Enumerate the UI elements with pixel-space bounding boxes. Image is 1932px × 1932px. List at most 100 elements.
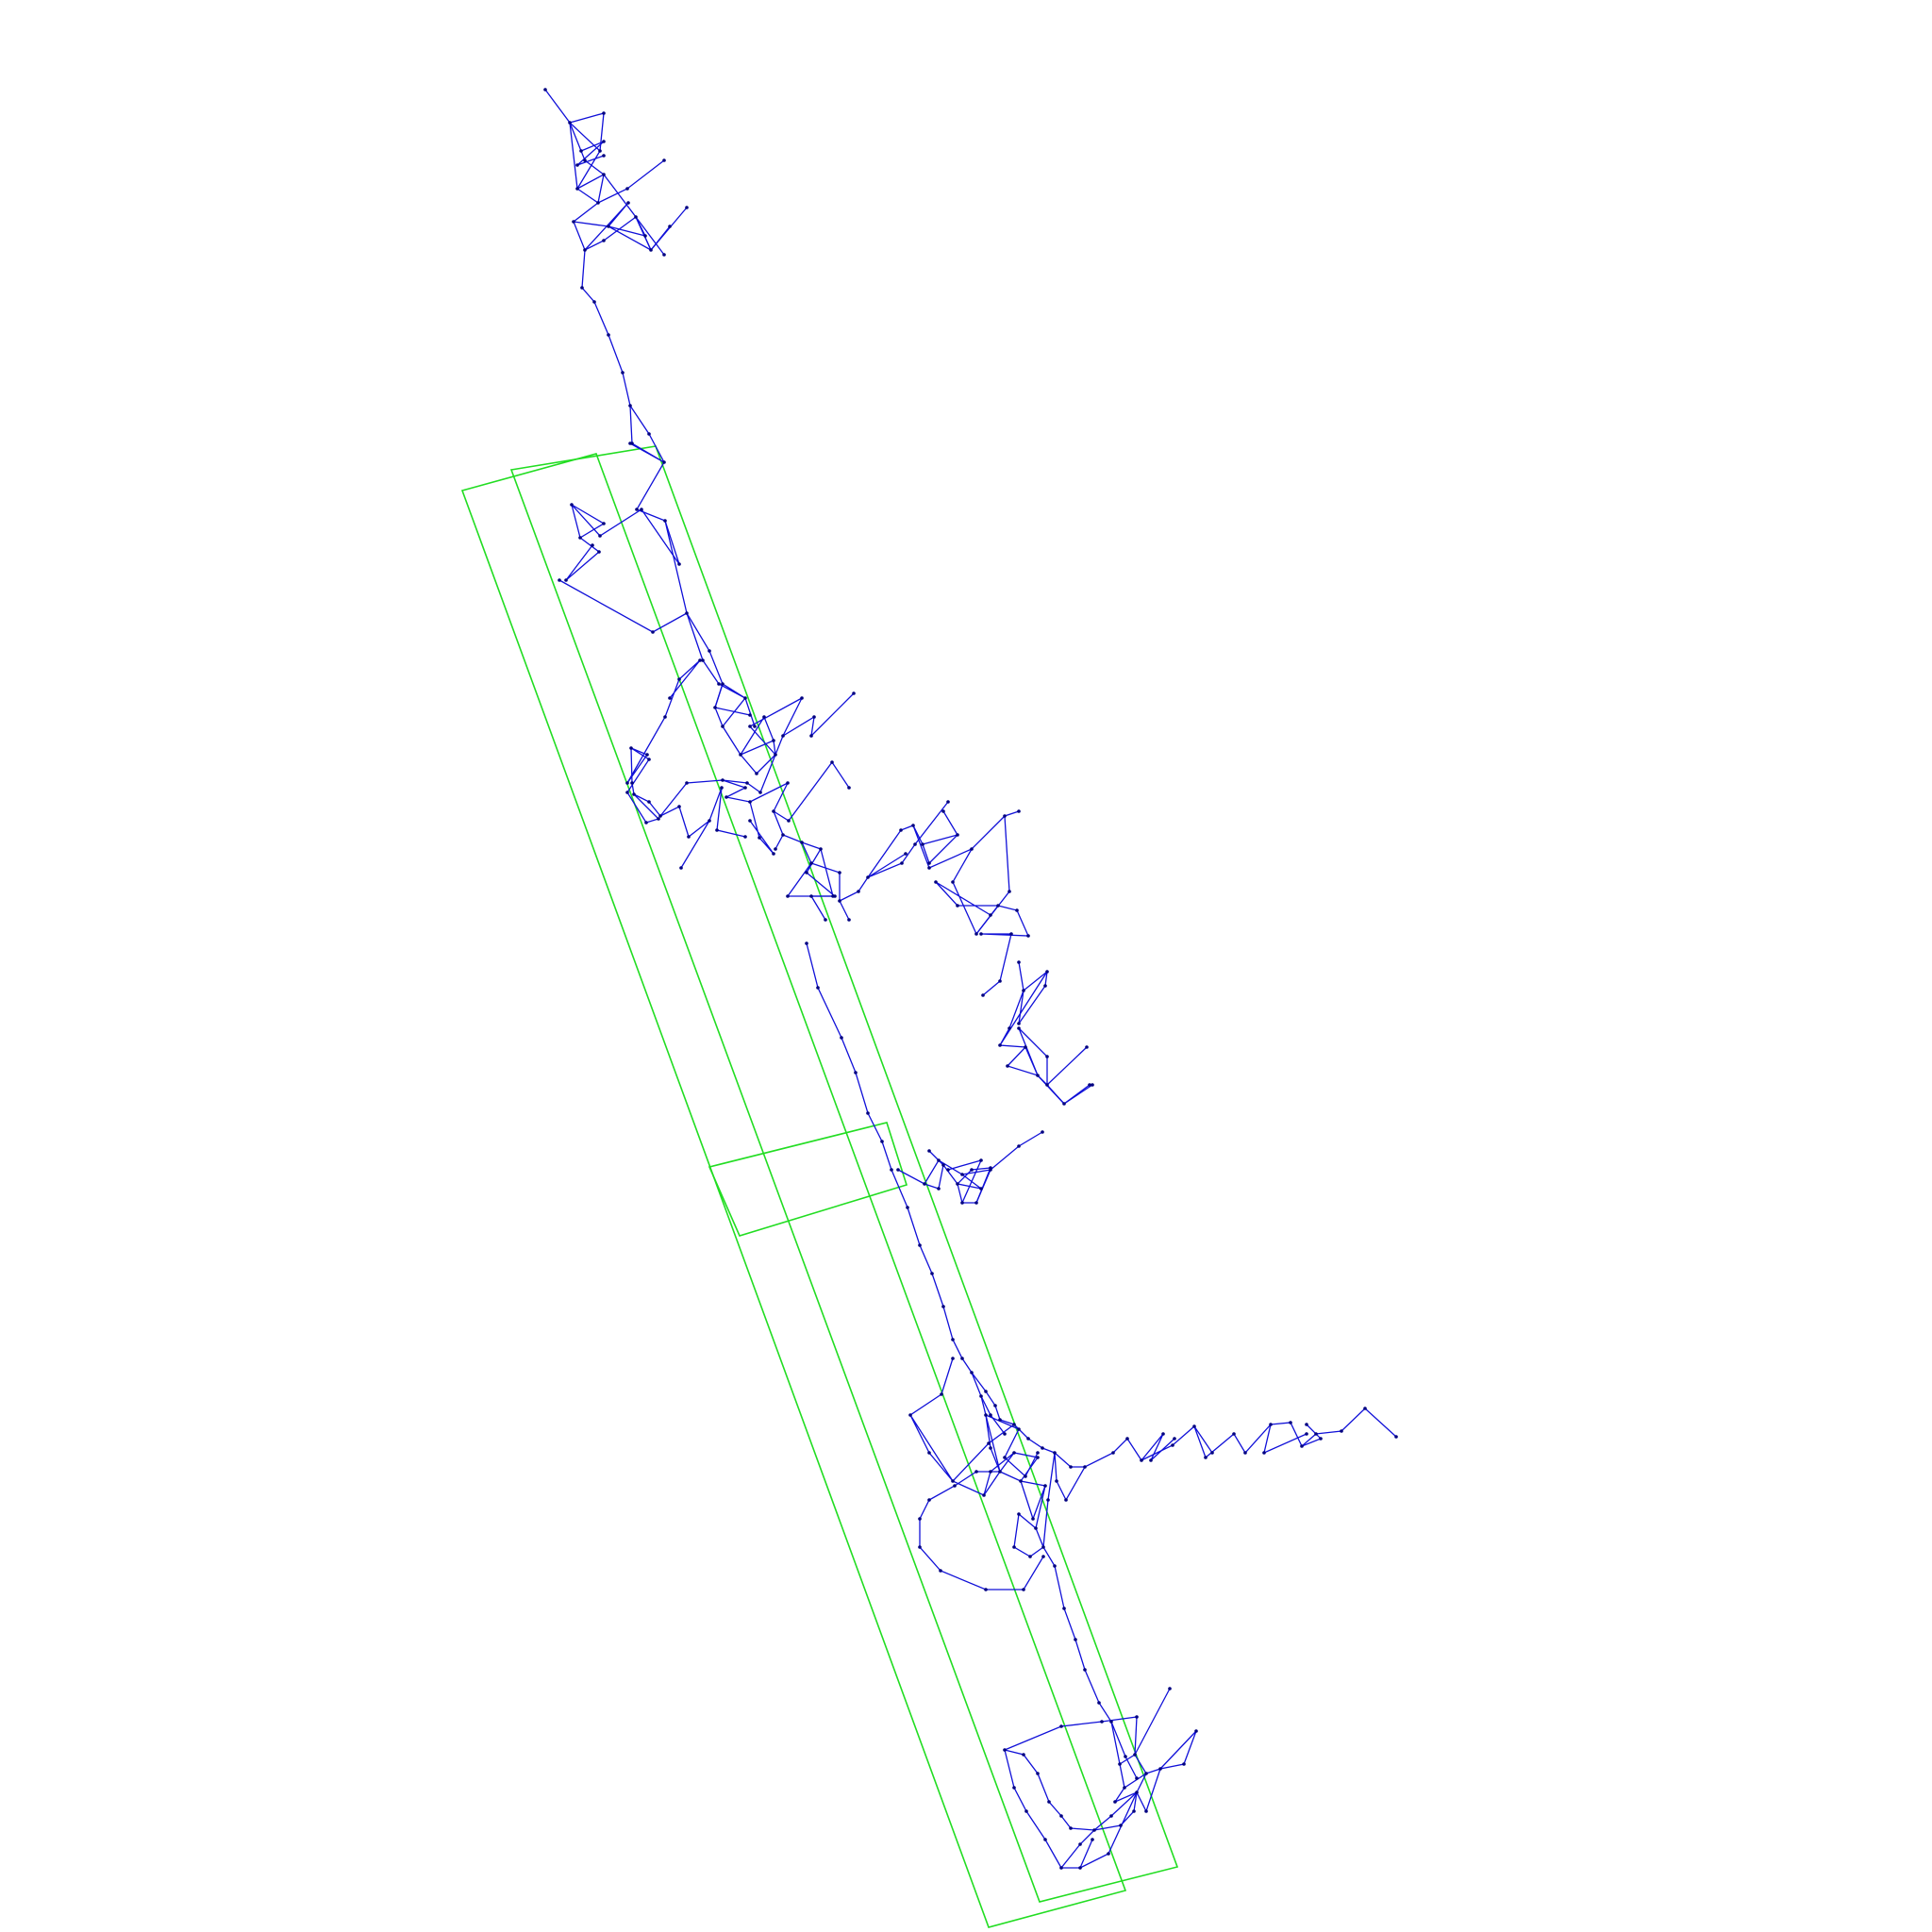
network-node [937, 1158, 941, 1162]
network-node [956, 1182, 959, 1186]
network-node [1041, 1446, 1044, 1450]
network-node [1083, 1668, 1087, 1672]
network-node [602, 522, 606, 525]
network-node [1059, 1724, 1063, 1728]
network-node [1017, 960, 1021, 964]
network-node [1305, 1432, 1308, 1436]
network-node [1092, 1828, 1096, 1832]
network-node [758, 836, 761, 840]
network-node [1059, 1866, 1063, 1870]
network-node [1059, 1814, 1063, 1818]
network-node [1009, 932, 1013, 936]
network-node [629, 746, 633, 750]
network-node [774, 847, 777, 851]
network-node [774, 753, 777, 757]
network-node [1022, 1588, 1025, 1591]
network-node [847, 786, 851, 790]
network-node [1043, 1838, 1047, 1841]
network-node [592, 300, 596, 304]
network-node [724, 795, 728, 799]
network-edge [867, 853, 907, 878]
network-node [1113, 1800, 1117, 1804]
network-node [753, 724, 757, 728]
network-node [720, 786, 724, 790]
network-node [1006, 1064, 1009, 1068]
network-node [1019, 1479, 1023, 1483]
network-edge [702, 659, 756, 756]
network-node [1028, 1555, 1032, 1558]
network-edge [581, 249, 665, 463]
network-node [805, 941, 808, 945]
network-node [1045, 1083, 1049, 1087]
network-node [1046, 1498, 1050, 1502]
network-node [927, 1498, 931, 1502]
network-node [989, 913, 992, 917]
network-node [597, 550, 601, 554]
network-node [812, 715, 816, 719]
network-node [1243, 1451, 1247, 1455]
network-node [662, 158, 666, 162]
network-edge [629, 405, 665, 463]
network-node [698, 658, 702, 662]
network-node [677, 562, 681, 566]
network-node [602, 173, 606, 176]
network-edge [897, 1131, 1043, 1185]
network-node [1045, 1055, 1049, 1058]
network-node [1064, 1498, 1068, 1502]
network-node [668, 225, 672, 228]
network-node [626, 201, 630, 205]
network-node [996, 904, 1000, 908]
network-node [1055, 1479, 1058, 1483]
network-node [930, 1272, 934, 1275]
network-node [1262, 1451, 1266, 1455]
network-node [745, 781, 749, 785]
network-node [663, 715, 667, 719]
network-node [657, 817, 660, 821]
network-node [913, 842, 917, 846]
network-node [809, 734, 813, 738]
network-node [927, 866, 931, 870]
network-node [1036, 1451, 1040, 1455]
network-node [989, 1413, 992, 1417]
network-node [970, 1371, 974, 1374]
network-node [758, 791, 762, 794]
bounding-frames [460, 445, 1179, 1928]
network-node [1003, 814, 1007, 818]
network-node [890, 1168, 893, 1172]
network-node [1133, 1753, 1137, 1757]
network-node [941, 809, 945, 813]
network-node [721, 724, 724, 728]
network-node [781, 833, 785, 837]
network-node [896, 1168, 900, 1172]
network-node [1036, 1456, 1040, 1459]
network-node [1047, 1800, 1051, 1804]
network-node [575, 187, 579, 191]
network-node [602, 111, 606, 115]
network-node [1034, 1526, 1038, 1530]
network-edge [1018, 961, 1048, 1024]
network-node [1210, 1451, 1214, 1455]
network-node [1012, 1423, 1016, 1426]
network-node [755, 772, 758, 775]
network-node [974, 1470, 978, 1474]
network-edge [708, 787, 746, 838]
network-node [1091, 1083, 1094, 1087]
network-node [956, 904, 959, 908]
network-node [951, 1338, 955, 1341]
network-edge [659, 806, 710, 869]
network-node [598, 149, 602, 153]
network-node [1132, 1809, 1136, 1813]
network-edge [947, 1158, 983, 1204]
network-node [800, 696, 804, 700]
network-edge [1270, 1407, 1397, 1448]
network-node [1036, 1772, 1040, 1775]
network-node [578, 536, 582, 540]
network-node [602, 239, 606, 242]
network-node [951, 1479, 955, 1483]
network-node [1140, 1458, 1143, 1462]
network-edge [999, 971, 1048, 1046]
network-node [685, 206, 689, 209]
network-node [993, 1404, 997, 1407]
network-node [847, 918, 851, 922]
network-edge [576, 141, 605, 166]
